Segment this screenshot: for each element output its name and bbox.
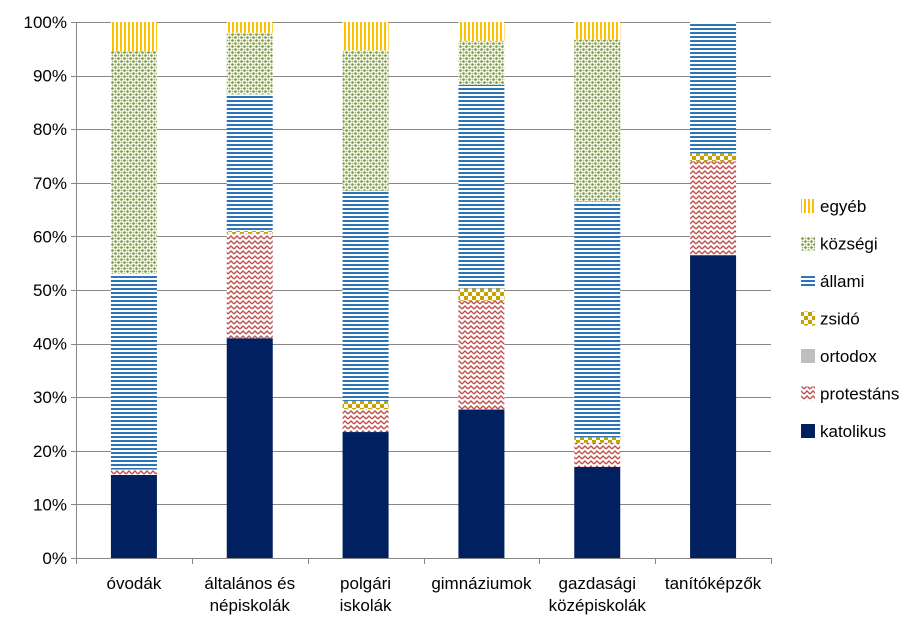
bar-segment-községi	[110, 51, 157, 274]
bar-segment-községi	[342, 50, 389, 191]
x-category-label: polgári iskolák	[340, 574, 392, 615]
bar-segment-állami	[690, 22, 737, 154]
x-category-label: tanítóképzők	[665, 574, 762, 593]
y-tick-label: 90%	[33, 67, 67, 86]
legend-item: állami	[801, 272, 864, 291]
x-category-label: általános és népiskolák	[204, 574, 295, 615]
bar-segment-protestáns	[226, 233, 273, 339]
bar-segment-protestáns	[458, 300, 505, 410]
x-category-label: gazdasági középiskolák	[549, 574, 647, 615]
y-tick-label: 20%	[33, 442, 67, 461]
legend-label: községi	[820, 235, 878, 254]
legend-swatch	[801, 311, 815, 326]
bar-segment-egyéb	[110, 22, 157, 52]
legend-item: katolikus	[801, 422, 886, 441]
bar-segment-egyéb	[342, 22, 389, 51]
bar-segment-állami	[226, 94, 273, 232]
bar-stack	[458, 22, 505, 558]
x-category-label: óvodák	[107, 574, 162, 593]
bar-segment-zsidó	[226, 231, 273, 234]
legend-swatch	[801, 386, 815, 401]
bar-stacks	[110, 22, 737, 558]
y-tick-label: 100%	[24, 13, 67, 32]
bar-segment-katolikus	[458, 409, 505, 558]
bar-segment-katolikus	[342, 432, 389, 558]
legend-item: ortodox	[801, 347, 877, 366]
bar-segment-állami	[458, 84, 505, 289]
bar-segment-zsidó	[342, 400, 389, 409]
x-category-labels: óvodák általános és népiskolák polgári iskol…	[107, 574, 762, 615]
legend-label: katolikus	[820, 422, 886, 441]
bar-segment-zsidó	[458, 288, 505, 301]
bar-segment-községi	[226, 32, 273, 95]
bar-stack	[226, 22, 273, 558]
bar-segment-protestáns	[110, 469, 157, 475]
legend-label: állami	[820, 272, 864, 291]
y-tick-label: 0%	[42, 549, 67, 568]
legend-swatch	[801, 349, 815, 363]
y-tick-label: 50%	[33, 281, 67, 300]
bar-segment-állami	[342, 190, 389, 401]
bar-segment-protestáns	[574, 442, 621, 467]
y-tick-label: 60%	[33, 227, 67, 246]
legend: egyéb községi állami zsidó ortodox protestáns…	[801, 197, 899, 441]
bar-segment-egyéb	[226, 22, 273, 33]
bar-segment-zsidó	[690, 153, 737, 162]
y-tick-label: 40%	[33, 335, 67, 354]
bar-segment-állami	[110, 273, 157, 470]
bar-segment-katolikus	[110, 474, 157, 558]
legend-label: egyéb	[820, 197, 866, 216]
legend-item: egyéb	[801, 197, 866, 216]
y-tick-labels: 0% 10% 20% 30% 40% 50% 60% 70% 80% 90% 100%	[24, 13, 67, 568]
legend-item: községi	[801, 235, 878, 254]
gridlines	[76, 22, 771, 559]
legend-swatch	[801, 199, 815, 213]
bar-segment-katolikus	[690, 255, 737, 558]
bar-stack	[574, 22, 621, 558]
bar-segment-állami	[574, 201, 621, 438]
bar-segment-egyéb	[458, 22, 505, 41]
y-tick-label: 30%	[33, 388, 67, 407]
bar-segment-községi	[574, 39, 621, 202]
legend-label: protestáns	[820, 385, 899, 404]
legend-item: zsidó	[801, 310, 860, 329]
legend-swatch	[801, 424, 815, 438]
axes	[71, 22, 772, 564]
bar-stack	[690, 22, 737, 558]
bar-segment-egyéb	[574, 22, 621, 40]
bar-segment-zsidó	[574, 437, 621, 443]
y-tick-label: 10%	[33, 495, 67, 514]
legend-swatch	[801, 236, 815, 251]
legend-swatch	[801, 274, 815, 288]
y-tick-label: 70%	[33, 174, 67, 193]
legend-label: ortodox	[820, 347, 877, 366]
bar-stack	[110, 22, 157, 558]
y-tick-label: 80%	[33, 120, 67, 139]
x-category-label: gimnáziumok	[431, 574, 532, 593]
bar-stack	[342, 22, 389, 558]
bar-segment-protestáns	[342, 408, 389, 433]
legend-item: protestáns	[801, 385, 899, 404]
bar-segment-protestáns	[690, 161, 737, 256]
bar-segment-katolikus	[226, 338, 273, 558]
bar-segment-községi	[458, 40, 505, 85]
legend-label: zsidó	[820, 310, 860, 329]
bar-segment-katolikus	[574, 466, 621, 558]
